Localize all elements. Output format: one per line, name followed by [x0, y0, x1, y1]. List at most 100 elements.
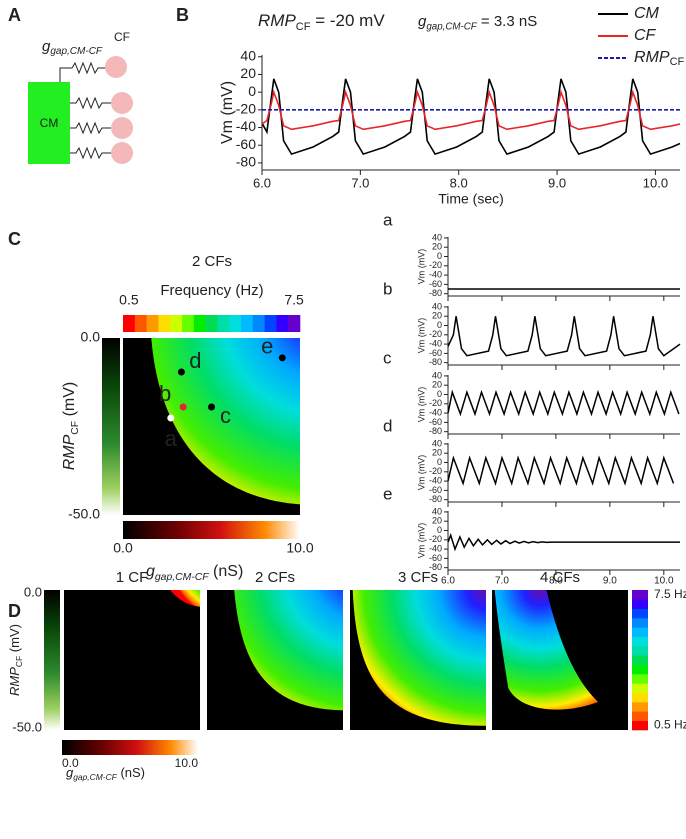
y-tick-label: -80	[429, 494, 442, 504]
y-tick-label: 40	[432, 232, 442, 242]
point	[179, 403, 187, 411]
y-tick-label: -50.0	[12, 719, 42, 734]
colorbar-cell	[632, 618, 648, 628]
colorbar-cell	[146, 315, 159, 332]
y-tick-label: 20	[432, 311, 442, 321]
point	[278, 354, 286, 362]
heatmap-title: 3 CFs	[398, 569, 438, 586]
axis-label: ggap,CM-CF (nS)	[146, 563, 243, 582]
colorbar-label: Frequency (Hz)	[160, 282, 263, 299]
colorbar-tick-label: 7.5	[284, 292, 304, 308]
y-tick-label: 40	[432, 370, 442, 380]
y-tick-label: -20	[236, 101, 256, 117]
y-tick-label: 20	[432, 448, 442, 458]
colorbar-cell	[182, 315, 195, 332]
y-tick-label: 40	[432, 438, 442, 448]
y-tick-label: 20	[432, 380, 442, 390]
x-colorbar	[123, 521, 300, 539]
cf-label: CF	[114, 30, 130, 44]
label-rest: (mV)	[7, 624, 22, 656]
y-axis-label: Vm (mV)	[416, 523, 426, 559]
y-tick-label: -60	[429, 279, 442, 289]
y-tick-label: -60	[429, 417, 442, 427]
colorbar-cell	[276, 315, 289, 332]
point	[177, 368, 185, 376]
panel-letter: e	[383, 484, 392, 503]
colorbar-cell	[632, 720, 648, 731]
y-tick-label: -20	[429, 466, 442, 476]
x-tick-label: 10.0	[175, 756, 199, 770]
y-tick-label: -80	[236, 154, 256, 170]
x-tick-label: 0.0	[62, 756, 79, 770]
gap-junction	[70, 96, 111, 110]
legend-name: CF	[634, 27, 657, 44]
axis-label: RMPCF (mV)	[61, 382, 80, 471]
colorbar-cell	[288, 315, 301, 332]
y-tick-label: -40	[429, 543, 442, 553]
colorbar-cell	[193, 315, 206, 332]
axis-label: RMPCF = -20 mV	[258, 11, 385, 33]
label-rest: (nS)	[209, 563, 244, 580]
label-sub: CF	[70, 421, 81, 435]
x-tick-label: 7.0	[495, 576, 509, 587]
y-axis-label: Vm (mV)	[416, 455, 426, 491]
y-tick-label: -80	[429, 357, 442, 367]
x-tick-label: 6.0	[253, 175, 271, 190]
panel-letter: a	[383, 210, 393, 229]
point-label: c	[220, 403, 231, 428]
colorbar-cell	[632, 627, 648, 637]
colorbar-tick-label: 0.5 Hz	[654, 718, 686, 732]
cf-cell	[105, 56, 127, 78]
y-tick-label: 20	[432, 242, 442, 252]
colorbar-cell	[632, 692, 648, 703]
y-tick-label: -20	[429, 329, 442, 339]
colorbar-cell	[229, 315, 242, 332]
colorbar-cell	[632, 636, 648, 647]
y-tick-label: 0	[437, 320, 442, 330]
axis-label: RMPCF (mV)	[7, 624, 24, 696]
heatmap-region	[151, 338, 300, 505]
y-tick-label: -20	[429, 260, 442, 270]
label-main: RMP	[61, 434, 78, 470]
colorbar-cell	[134, 315, 147, 332]
heatmap-background	[64, 590, 200, 730]
label-sub: gap,CM-CF	[155, 572, 209, 583]
y-tick-label: 20	[432, 516, 442, 526]
series-line	[447, 316, 681, 357]
y-tick-label: -60	[236, 136, 256, 152]
colorbar-cell	[632, 702, 648, 712]
point-label: b	[159, 381, 171, 406]
gap-junction	[70, 121, 111, 135]
y-tick-label: 0	[437, 457, 442, 467]
schematic: CM CF ggap,CM-CF	[28, 30, 133, 164]
series-line	[261, 78, 681, 156]
x-tick-label: 9.0	[548, 175, 566, 190]
y-axis-label: Vm (mV)	[416, 387, 426, 423]
y-tick-label: -20	[429, 398, 442, 408]
axis-label: ggap,CM-CF (nS)	[66, 765, 145, 782]
series-line	[447, 532, 680, 552]
cf-cell	[111, 117, 133, 139]
x-tick-label: 10.0	[654, 576, 674, 587]
colorbar-cell	[170, 315, 183, 332]
point-label: a	[165, 426, 178, 451]
x-tick-label: 8.0	[450, 175, 468, 190]
cm-cell	[28, 82, 70, 164]
heatmap-title: 1 CF	[116, 569, 149, 586]
colorbar-cell	[632, 608, 648, 619]
colorbar-cell	[632, 711, 648, 721]
y-tick-label: 40	[432, 301, 442, 311]
x-tick-label: 8.0	[549, 576, 563, 587]
y-tick-label: 0	[437, 525, 442, 535]
y-tick-label: 40	[432, 506, 442, 516]
y-colorbar	[44, 590, 60, 730]
point	[167, 414, 175, 422]
colorbar-cell	[632, 646, 648, 656]
colorbar-cell	[252, 315, 265, 332]
label-sub: gap,CM-CF	[73, 772, 117, 782]
y-tick-label: 0.0	[24, 584, 42, 599]
y-tick-label: -80	[429, 288, 442, 298]
y-tick-label: -60	[429, 485, 442, 495]
y-axis-label: Vm (mV)	[416, 249, 426, 285]
